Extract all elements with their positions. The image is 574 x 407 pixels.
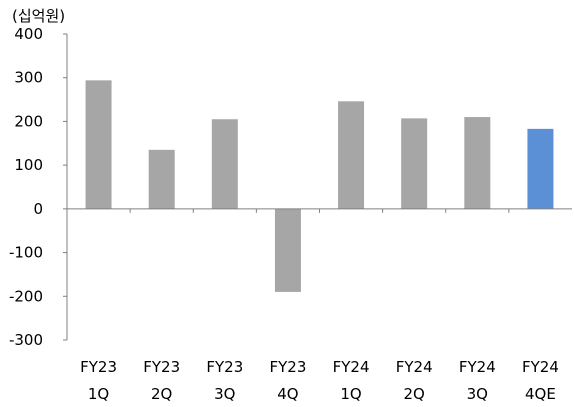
y-axis: 400 300 200 100 0 -100 -200 -300 xyxy=(9,25,68,349)
x-tick-label: 1Q xyxy=(340,385,361,403)
bar-fy23-1q xyxy=(85,80,112,209)
y-tick-label: -200 xyxy=(9,287,43,305)
x-tick-label: 2Q xyxy=(151,385,172,403)
bar-fy24-3q xyxy=(464,117,491,209)
bars xyxy=(85,80,554,292)
bar-fy24-1q xyxy=(338,101,365,209)
bar-fy23-4q xyxy=(274,208,301,292)
y-tick-label: 0 xyxy=(33,200,43,218)
x-tick-label: FY23 xyxy=(206,358,243,376)
bar-fy24-4qe xyxy=(527,128,554,209)
y-tick-label: 300 xyxy=(14,69,43,87)
y-tick-label: 400 xyxy=(14,25,43,43)
y-tick-label: -100 xyxy=(9,244,43,262)
y-tick-label: -300 xyxy=(9,331,43,349)
x-tick-label: FY24 xyxy=(459,358,496,376)
x-tick-label: FY24 xyxy=(333,358,370,376)
y-tick-label: 200 xyxy=(14,112,43,130)
x-tick-label: 3Q xyxy=(467,385,488,403)
x-axis: FY23 1Q FY23 2Q FY23 3Q FY23 4Q FY24 1Q FY24 2Q FY24… xyxy=(67,208,572,403)
x-tick-label: FY24 xyxy=(396,358,433,376)
x-tick-label: FY24 xyxy=(522,358,559,376)
bar-fy24-2q xyxy=(401,118,428,209)
x-tick-label: FY23 xyxy=(143,358,180,376)
x-tick-label: 4QE xyxy=(525,385,556,403)
x-tick-label: FY23 xyxy=(80,358,117,376)
unit-label: (십억원) xyxy=(12,7,65,25)
x-tick-label: FY23 xyxy=(269,358,306,376)
bar-fy23-3q xyxy=(211,119,238,209)
x-tick-label: 4Q xyxy=(277,385,298,403)
x-tick-label: 3Q xyxy=(214,385,235,403)
y-tick-label: 100 xyxy=(14,156,43,174)
bar-fy23-2q xyxy=(148,149,175,209)
x-tick-label: 1Q xyxy=(88,385,109,403)
x-tick-label: 2Q xyxy=(404,385,425,403)
